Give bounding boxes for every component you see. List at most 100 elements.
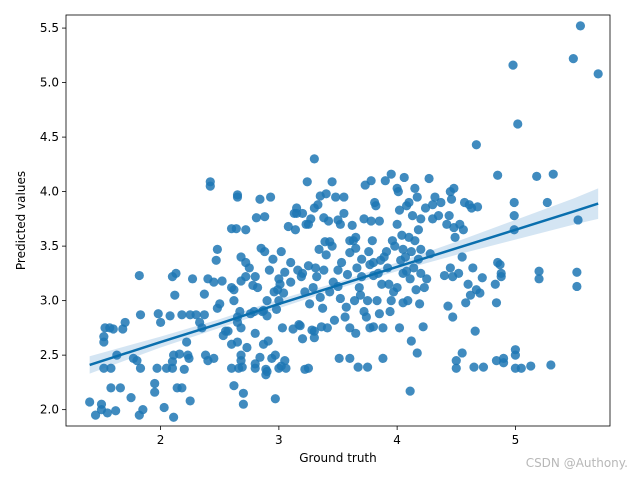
data-point (270, 394, 280, 404)
data-point (392, 219, 402, 229)
data-point (268, 254, 278, 264)
data-point (377, 279, 387, 289)
data-point (450, 232, 460, 242)
data-point (392, 282, 402, 293)
data-point (99, 363, 109, 373)
data-point (367, 236, 377, 246)
data-point (366, 176, 376, 186)
data-point (252, 282, 263, 293)
data-point (327, 241, 337, 251)
data-point (322, 323, 332, 333)
data-point (260, 212, 270, 222)
data-point (491, 355, 502, 366)
data-point (229, 285, 239, 295)
x-tick-label: 2 (157, 433, 165, 447)
x-tick-layer: 2 3 4 5 (157, 426, 519, 447)
data-point (277, 323, 288, 333)
data-point (262, 311, 272, 321)
data-point (493, 170, 503, 180)
data-point (513, 119, 523, 129)
data-point (345, 323, 355, 333)
y-tick-label: 2.5 (40, 348, 59, 362)
data-point (428, 200, 438, 210)
data-point (359, 214, 369, 224)
data-point (380, 176, 390, 186)
data-point (191, 310, 201, 320)
data-point (205, 181, 215, 191)
data-point (315, 292, 325, 302)
data-point (229, 296, 239, 306)
data-point (351, 232, 361, 242)
data-point (397, 230, 407, 240)
data-point (478, 362, 489, 372)
data-point (593, 69, 603, 79)
data-point (126, 393, 136, 403)
data-point (418, 322, 428, 332)
data-point (106, 363, 116, 373)
data-point (534, 274, 544, 284)
data-point (371, 201, 381, 211)
data-point (331, 192, 341, 202)
data-point (445, 263, 455, 273)
regression-line (89, 202, 599, 367)
data-point (286, 277, 296, 287)
data-point (280, 355, 290, 366)
data-point (572, 267, 582, 277)
data-point (318, 303, 328, 313)
data-point (286, 257, 296, 268)
plot-frame (65, 14, 611, 427)
data-point (448, 312, 458, 322)
data-point (546, 360, 556, 370)
data-point (90, 410, 101, 420)
data-point (361, 312, 371, 322)
x-tick-label: 3 (275, 433, 283, 447)
data-point (305, 299, 315, 309)
data-point (132, 355, 142, 366)
data-point (573, 215, 583, 225)
data-point (209, 353, 219, 364)
data-point (548, 169, 558, 179)
data-point (362, 296, 373, 306)
data-point (532, 171, 542, 181)
data-point (184, 353, 194, 364)
data-point (275, 279, 285, 289)
data-point (260, 246, 270, 257)
data-point (250, 272, 260, 282)
data-point (410, 183, 420, 193)
data-point (568, 54, 578, 64)
data-point (99, 332, 109, 342)
data-point (386, 296, 396, 306)
data-point (309, 333, 319, 343)
data-point (461, 298, 471, 308)
data-point (398, 244, 408, 254)
data-point (412, 192, 422, 202)
data-point (339, 192, 349, 202)
data-point (321, 189, 331, 199)
data-point (209, 277, 219, 287)
data-point (135, 363, 146, 373)
data-point (454, 268, 464, 278)
data-point (187, 274, 198, 284)
data-point (177, 383, 187, 393)
data-point (229, 381, 239, 391)
data-point (404, 197, 414, 208)
data-point (236, 323, 246, 333)
data-point (231, 224, 241, 234)
data-point (165, 311, 175, 321)
data-point (271, 304, 282, 314)
data-point (323, 216, 334, 226)
data-point (295, 321, 305, 331)
confidence-band-layer (89, 188, 599, 374)
regression-line-layer (89, 202, 599, 367)
data-point (262, 296, 272, 306)
data-point (251, 213, 261, 223)
data-point (212, 244, 222, 254)
data-point (457, 348, 467, 358)
confidence-band (89, 188, 599, 374)
data-point (412, 348, 422, 358)
data-point (366, 216, 376, 226)
data-point (477, 273, 487, 283)
data-point (353, 362, 363, 372)
data-point (329, 315, 340, 325)
data-point (319, 265, 329, 275)
